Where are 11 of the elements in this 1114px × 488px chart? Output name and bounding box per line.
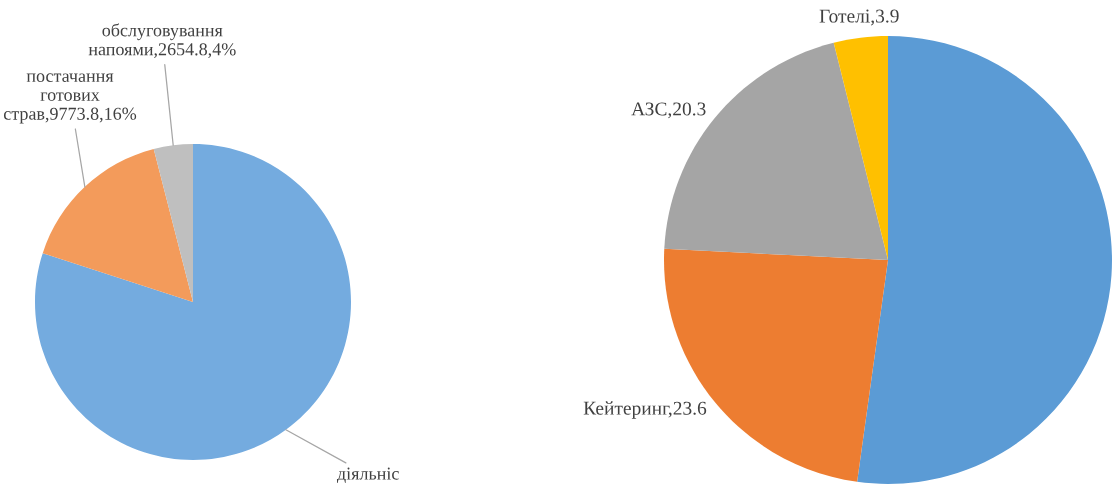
slice-label: діяльніс [336, 467, 399, 484]
slice-label: Готелі,3.9 [819, 9, 899, 26]
pie-slice [153, 144, 193, 302]
slice-label: АЗС,20.3 [631, 102, 706, 119]
pie-slice [42, 148, 193, 302]
pie-slice [833, 36, 888, 260]
slice-label: обслуговування напоями,2654.8,4% [88, 23, 236, 58]
slice-label: постачання готових страв,9773.8,16% [3, 73, 137, 124]
pie-slice [857, 36, 1112, 484]
pie-slice [35, 144, 351, 460]
slice-label: Кейтеринг,23.6 [583, 401, 707, 419]
